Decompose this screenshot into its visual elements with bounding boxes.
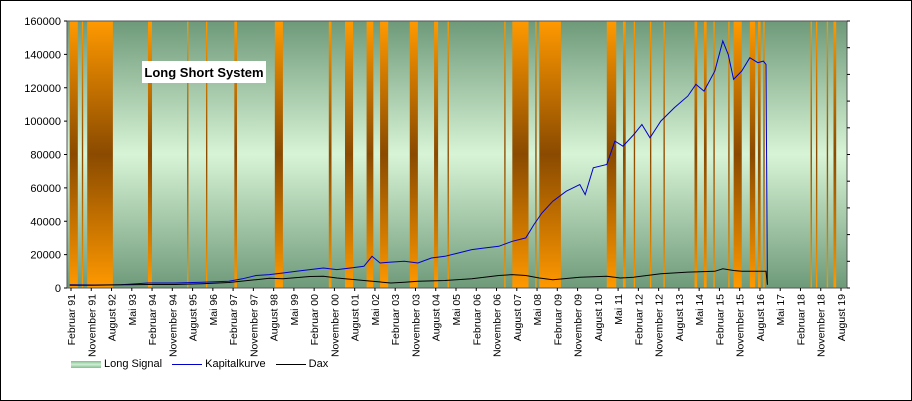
signal-band-14 [447,21,449,288]
x-tick-label-21: November 06 [492,294,504,357]
signal-band-6 [234,21,238,288]
x-tick-label-29: November 12 [654,294,666,357]
x-tick-label-3: Mai 93 [127,294,139,326]
signal-band-13 [434,21,439,288]
signal-band-30 [757,21,761,288]
x-tick-label-26: August 10 [593,294,605,341]
y-tick-label-3: 60000 [30,183,61,195]
x-tick-label-14: August 01 [350,294,362,341]
legend-item-kapitalkurve: Kapitalkurve [172,358,266,370]
signal-band-27 [728,21,730,288]
y-tick-label-1: 20000 [30,250,61,262]
x-tick-label-13: November 00 [329,294,341,357]
legend: Long Signal Kapitalkurve Dax [71,358,338,370]
x-tick-label-19: Mai 05 [451,294,463,326]
signal-band-23 [663,21,665,288]
signal-band-24 [694,21,698,288]
x-tick-label-18: August 04 [431,294,443,341]
series-line-kapitalkurve [69,39,768,286]
signal-band-16 [512,21,529,288]
signal-band-10 [366,21,374,288]
legend-item-dax: Dax [275,358,329,370]
y-tick-label-7: 140000 [24,49,61,61]
x-tick-label-6: August 95 [188,294,200,341]
x-tick-label-9: November 97 [248,294,260,357]
x-tick-label-32: Februar 15 [714,294,726,346]
signal-band-31 [763,21,765,288]
x-tick-label-5: November 94 [167,294,179,357]
y-tick-label-5: 100000 [24,116,61,128]
x-tick-label-30: August 13 [674,294,686,341]
legend-line-kapitalkurve [172,363,203,365]
legend-label-dax: Dax [308,358,329,370]
x-tick-label-0: Februar 91 [66,294,78,346]
signal-band-22 [649,21,652,288]
x-tick-label-38: August 19 [836,294,848,341]
x-tick-label-12: Februar 00 [309,294,321,346]
x-tick-label-31: Mai 14 [694,294,706,326]
series-line-dax [69,268,768,286]
x-tick-label-23: Mai 08 [532,294,544,326]
y-tick-label-0: 0 [55,283,61,295]
signal-band-4 [187,21,189,288]
signal-band-26 [713,21,715,288]
signal-band-18 [539,21,561,288]
x-tick-label-36: Februar 18 [795,294,807,346]
signal-band-12 [409,21,418,288]
x-tick-label-7: Mai 96 [208,294,220,326]
signal-band-29 [749,21,756,288]
signal-band-35 [833,21,837,288]
y-tick-label-6: 120000 [24,83,61,95]
signal-band-25 [703,21,707,288]
signal-band-8 [328,21,332,288]
signal-band-15 [504,21,506,288]
x-tick-label-4: Februar 94 [147,294,159,346]
signal-band-28 [733,21,742,288]
signal-band-32 [810,21,812,288]
signal-band-5 [205,21,208,288]
x-tick-label-28: Februar 12 [633,294,645,346]
signal-band-1 [81,21,84,288]
signal-band-2 [87,21,113,288]
x-tick-label-37: November 18 [816,294,828,357]
signal-band-0 [69,21,78,288]
signal-band-33 [815,21,818,288]
x-tick-label-17: November 03 [410,294,422,357]
legend-item-long-signal: Long Signal [71,358,162,370]
signal-band-20 [622,21,626,288]
signal-band-11 [380,21,389,288]
signal-band-19 [606,21,617,288]
x-tick-label-35: Mai 17 [775,294,787,326]
x-tick-label-34: August 16 [755,294,767,341]
x-tick-label-11: Mai 99 [289,294,301,326]
legend-swatch-long-signal [71,360,101,368]
x-tick-label-33: November 15 [735,294,747,357]
x-tick-label-20: Februar 06 [471,294,483,346]
x-tick-label-25: November 09 [573,294,585,357]
y-tick-label-2: 40000 [30,216,61,228]
x-tick-label-2: August 92 [107,294,119,341]
signal-band-34 [826,21,829,288]
x-tick-label-22: August 07 [512,294,524,341]
y-tick-label-8: 160000 [24,16,61,28]
signal-band-17 [535,21,537,288]
y-tick-label-4: 80000 [30,150,61,162]
chart-title: Long Short System [142,61,266,83]
signal-band-21 [633,21,636,288]
legend-label-long-signal: Long Signal [104,358,163,370]
signal-band-3 [147,21,153,288]
x-tick-label-16: Februar 03 [390,294,402,346]
legend-label-kapitalkurve: Kapitalkurve [205,358,266,370]
x-tick-label-8: Februar 97 [228,294,240,346]
x-tick-label-15: Mai 02 [370,294,382,326]
x-tick-label-1: November 91 [86,294,98,357]
signal-band-7 [274,21,283,288]
x-tick-label-27: Mai 11 [613,294,625,325]
x-tick-label-24: Februar 09 [552,294,564,346]
x-tick-label-10: August 98 [269,294,281,341]
legend-line-dax [275,363,306,365]
signal-band-9 [344,21,354,288]
